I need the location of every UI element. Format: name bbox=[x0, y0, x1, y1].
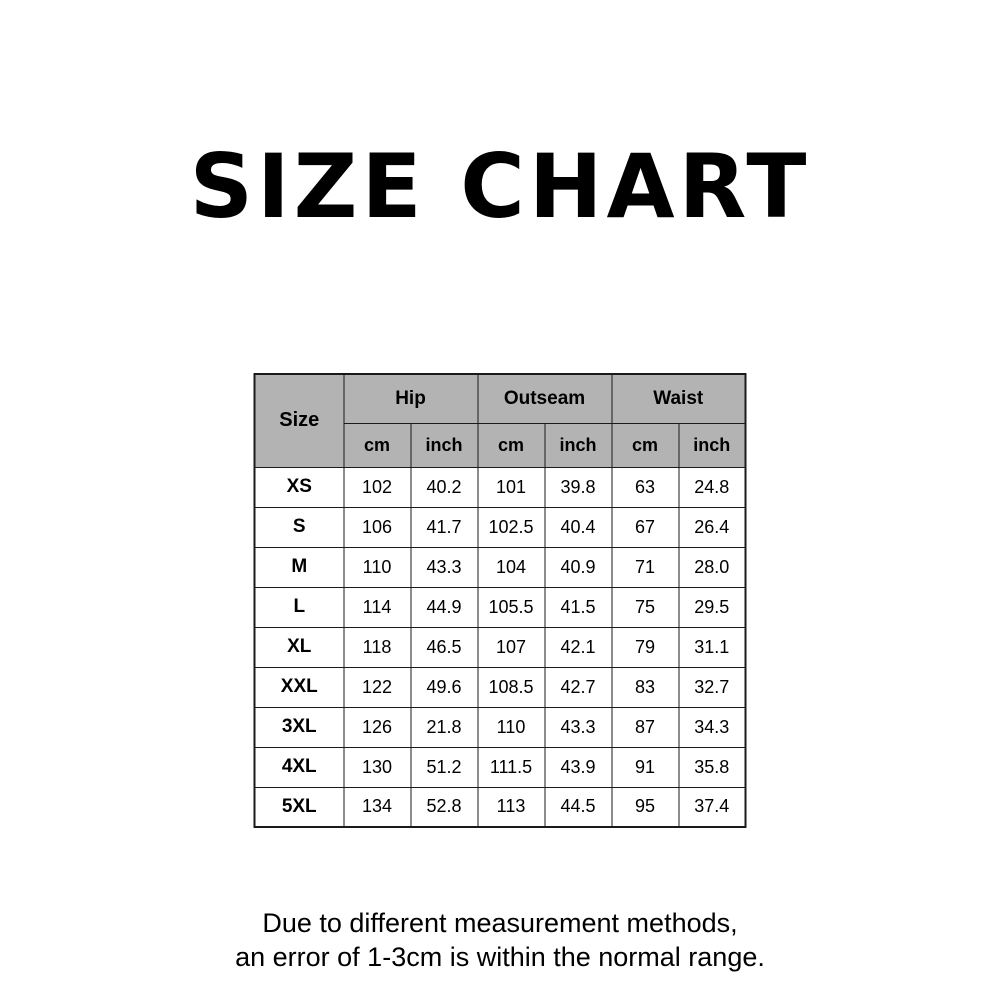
value-cell: 41.5 bbox=[544, 586, 612, 628]
unit-header-cm: cm bbox=[477, 422, 545, 468]
size-cell: 5XL bbox=[254, 786, 344, 828]
value-cell: 106 bbox=[343, 506, 411, 548]
value-cell: 40.2 bbox=[410, 466, 478, 508]
group-header-row: Size Hip Outseam Waist bbox=[254, 373, 746, 468]
value-cell: 75 bbox=[611, 586, 679, 628]
value-cell: 41.7 bbox=[410, 506, 478, 548]
value-cell: 102 bbox=[343, 466, 411, 508]
value-cell: 52.8 bbox=[410, 786, 478, 828]
size-row-m: M 110 43.3 104 40.9 71 28.0 bbox=[254, 546, 746, 588]
note-line-1: Due to different measurement methods, bbox=[262, 908, 738, 938]
size-row-s: S 106 41.7 102.5 40.4 67 26.4 bbox=[254, 506, 746, 548]
value-cell: 114 bbox=[343, 586, 411, 628]
value-cell: 44.5 bbox=[544, 786, 612, 828]
size-row-xxl: XXL 122 49.6 108.5 42.7 83 32.7 bbox=[254, 666, 746, 708]
value-cell: 113 bbox=[477, 786, 545, 828]
value-cell: 105.5 bbox=[477, 586, 545, 628]
value-cell: 21.8 bbox=[410, 706, 478, 748]
value-cell: 108.5 bbox=[477, 666, 545, 708]
value-cell: 110 bbox=[477, 706, 545, 748]
table-header: Size Hip Outseam Waist cm inch cm inch cm inc… bbox=[254, 373, 746, 468]
value-cell: 31.1 bbox=[678, 626, 746, 668]
measurement-note: Due to different measurement methods, an… bbox=[0, 906, 1000, 974]
value-cell: 95 bbox=[611, 786, 679, 828]
value-cell: 26.4 bbox=[678, 506, 746, 548]
size-cell: S bbox=[254, 506, 344, 548]
value-cell: 49.6 bbox=[410, 666, 478, 708]
value-cell: 51.2 bbox=[410, 746, 478, 788]
value-cell: 79 bbox=[611, 626, 679, 668]
value-cell: 110 bbox=[343, 546, 411, 588]
value-cell: 91 bbox=[611, 746, 679, 788]
value-cell: 40.4 bbox=[544, 506, 612, 548]
value-cell: 28.0 bbox=[678, 546, 746, 588]
value-cell: 46.5 bbox=[410, 626, 478, 668]
waist-group-header: Waist bbox=[611, 373, 746, 424]
unit-header-cm: cm bbox=[343, 422, 411, 468]
value-cell: 42.1 bbox=[544, 626, 612, 668]
unit-header-inch: inch bbox=[410, 422, 478, 468]
page-title: SIZE CHART bbox=[189, 135, 811, 238]
value-cell: 29.5 bbox=[678, 586, 746, 628]
size-row-l: L 114 44.9 105.5 41.5 75 29.5 bbox=[254, 586, 746, 628]
value-cell: 43.3 bbox=[544, 706, 612, 748]
unit-header-inch: inch bbox=[678, 422, 746, 468]
size-column-header: Size bbox=[254, 373, 344, 468]
value-cell: 104 bbox=[477, 546, 545, 588]
size-cell: XL bbox=[254, 626, 344, 668]
value-cell: 32.7 bbox=[678, 666, 746, 708]
value-cell: 63 bbox=[611, 466, 679, 508]
value-cell: 40.9 bbox=[544, 546, 612, 588]
value-cell: 126 bbox=[343, 706, 411, 748]
size-row-xl: XL 118 46.5 107 42.1 79 31.1 bbox=[254, 626, 746, 668]
unit-header-row: cm inch cm inch cm inch bbox=[255, 422, 746, 468]
unit-header-cm: cm bbox=[611, 422, 679, 468]
note-line-2: an error of 1-3cm is within the normal r… bbox=[235, 942, 765, 972]
value-cell: 71 bbox=[611, 546, 679, 588]
size-cell: M bbox=[254, 546, 344, 588]
size-row-xs: XS 102 40.2 101 39.8 63 24.8 bbox=[254, 466, 746, 508]
unit-header-inch: inch bbox=[544, 422, 612, 468]
size-cell: 3XL bbox=[254, 706, 344, 748]
size-row-3xl: 3XL 126 21.8 110 43.3 87 34.3 bbox=[254, 706, 746, 748]
size-row-4xl: 4XL 130 51.2 111.5 43.9 91 35.8 bbox=[254, 746, 746, 788]
size-cell: XS bbox=[254, 466, 344, 508]
value-cell: 118 bbox=[343, 626, 411, 668]
value-cell: 107 bbox=[477, 626, 545, 668]
size-table-body: XS 102 40.2 101 39.8 63 24.8 S 106 41.7 102.5 40.4 6… bbox=[254, 466, 746, 828]
value-cell: 83 bbox=[611, 666, 679, 708]
value-cell: 67 bbox=[611, 506, 679, 548]
value-cell: 134 bbox=[343, 786, 411, 828]
value-cell: 37.4 bbox=[678, 786, 746, 828]
value-cell: 24.8 bbox=[678, 466, 746, 508]
value-cell: 42.7 bbox=[544, 666, 612, 708]
value-cell: 34.3 bbox=[678, 706, 746, 748]
size-chart-table: Size Hip Outseam Waist cm inch cm inch cm inc… bbox=[253, 373, 747, 828]
value-cell: 111.5 bbox=[477, 746, 545, 788]
value-cell: 43.9 bbox=[544, 746, 612, 788]
value-cell: 122 bbox=[343, 666, 411, 708]
value-cell: 101 bbox=[477, 466, 545, 508]
value-cell: 44.9 bbox=[410, 586, 478, 628]
value-cell: 87 bbox=[611, 706, 679, 748]
size-row-5xl: 5XL 134 52.8 113 44.5 95 37.4 bbox=[254, 786, 746, 828]
value-cell: 43.3 bbox=[410, 546, 478, 588]
size-cell: XXL bbox=[254, 666, 344, 708]
outseam-group-header: Outseam bbox=[477, 373, 612, 424]
value-cell: 102.5 bbox=[477, 506, 545, 548]
value-cell: 35.8 bbox=[678, 746, 746, 788]
value-cell: 130 bbox=[343, 746, 411, 788]
value-cell: 39.8 bbox=[544, 466, 612, 508]
hip-group-header: Hip bbox=[343, 373, 478, 424]
size-cell: L bbox=[254, 586, 344, 628]
size-cell: 4XL bbox=[254, 746, 344, 788]
